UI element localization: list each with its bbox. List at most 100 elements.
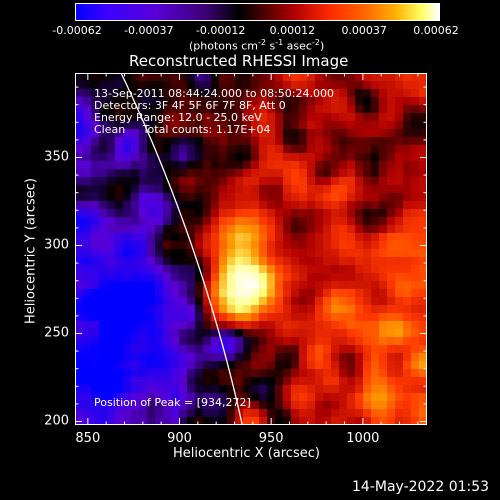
heatmap-cell (323, 97, 332, 106)
heatmap-cell (259, 81, 268, 90)
heatmap-cell (195, 225, 204, 234)
heatmap-cell (107, 193, 116, 202)
heatmap-cell (131, 209, 140, 218)
heatmap-cell (299, 145, 308, 154)
heatmap-cell (331, 145, 340, 154)
heatmap-cell (227, 385, 236, 394)
heatmap-cell (347, 129, 356, 138)
heatmap-cell (107, 121, 116, 130)
heatmap-cell (139, 233, 148, 242)
heatmap-cell (339, 185, 348, 194)
heatmap-cell (307, 105, 316, 114)
heatmap-cell (395, 161, 404, 170)
heatmap-cell (315, 169, 324, 178)
heatmap-cell (243, 241, 252, 250)
heatmap-cell (291, 337, 300, 346)
heatmap-cell (251, 209, 260, 218)
heatmap-cell (411, 321, 420, 330)
heatmap-cell (187, 281, 196, 290)
heatmap-cell (211, 105, 220, 114)
heatmap-cell (171, 353, 180, 362)
heatmap-cell (75, 73, 84, 82)
heatmap-cell (195, 145, 204, 154)
heatmap-cell (227, 97, 236, 106)
heatmap-cell (267, 241, 276, 250)
heatmap-cell (395, 169, 404, 178)
heatmap-cell (99, 385, 108, 394)
heatmap-cell (83, 305, 92, 314)
heatmap-cell (283, 289, 292, 298)
heatmap-cell (211, 233, 220, 242)
heatmap-cell (331, 417, 340, 425)
heatmap-cell (403, 113, 412, 122)
heatmap-cell (355, 233, 364, 242)
heatmap-cell (83, 153, 92, 162)
heatmap-cell (323, 169, 332, 178)
heatmap-cell (331, 193, 340, 202)
heatmap-cell (115, 169, 124, 178)
heatmap-cell (363, 113, 372, 122)
heatmap-cell (123, 209, 132, 218)
heatmap-cell (323, 177, 332, 186)
heatmap-cell (283, 321, 292, 330)
heatmap-cell (147, 265, 156, 274)
heatmap-cell (147, 193, 156, 202)
heatmap-cell (203, 313, 212, 322)
heatmap-cell (275, 145, 284, 154)
heatmap-cell (107, 345, 116, 354)
heatmap-cell (251, 73, 260, 82)
heatmap-cell (243, 129, 252, 138)
heatmap-cell (179, 81, 188, 90)
heatmap-cell (371, 377, 380, 386)
heatmap-cell (395, 417, 404, 425)
heatmap-cell (283, 409, 292, 418)
heatmap-cell (203, 249, 212, 258)
heatmap-cell (419, 257, 427, 266)
heatmap-cell (387, 209, 396, 218)
heatmap-cell (203, 137, 212, 146)
heatmap-cell (267, 129, 276, 138)
heatmap-cell (379, 289, 388, 298)
heatmap-cell (275, 241, 284, 250)
heatmap-cell (275, 97, 284, 106)
heatmap-cell (267, 209, 276, 218)
heatmap-cell (243, 401, 252, 410)
heatmap-cell (203, 225, 212, 234)
heatmap-cell (379, 161, 388, 170)
heatmap-cell (267, 137, 276, 146)
heatmap-cell (355, 225, 364, 234)
heatmap-cell (323, 89, 332, 98)
heatmap-cell (83, 289, 92, 298)
heatmap-cell (259, 153, 268, 162)
heatmap-cell (299, 273, 308, 282)
heatmap-cell (395, 385, 404, 394)
heatmap-cell (171, 249, 180, 258)
heatmap-cell (411, 81, 420, 90)
heatmap-cell (387, 297, 396, 306)
heatmap-cell (363, 161, 372, 170)
heatmap-cell (363, 337, 372, 346)
heatmap-cell (331, 161, 340, 170)
heatmap-cell (283, 153, 292, 162)
heatmap-cell (395, 249, 404, 258)
heatmap-cell (323, 281, 332, 290)
heatmap-cell (331, 345, 340, 354)
heatmap-cell (307, 265, 316, 274)
heatmap-cell (115, 409, 124, 418)
heatmap-cell (419, 121, 427, 130)
heatmap-cell (339, 265, 348, 274)
heatmap-cell (163, 257, 172, 266)
heatmap-cell (251, 97, 260, 106)
heatmap-cell (323, 409, 332, 418)
heatmap-cell (147, 289, 156, 298)
heatmap-cell (371, 169, 380, 178)
heatmap-cell (203, 329, 212, 338)
heatmap-cell (379, 345, 388, 354)
heatmap-cell (347, 225, 356, 234)
heatmap-cell (355, 265, 364, 274)
heatmap-cell (395, 313, 404, 322)
heatmap-cell (147, 225, 156, 234)
heatmap-cell (419, 289, 427, 298)
heatmap-cell (139, 257, 148, 266)
heatmap-cell (331, 201, 340, 210)
